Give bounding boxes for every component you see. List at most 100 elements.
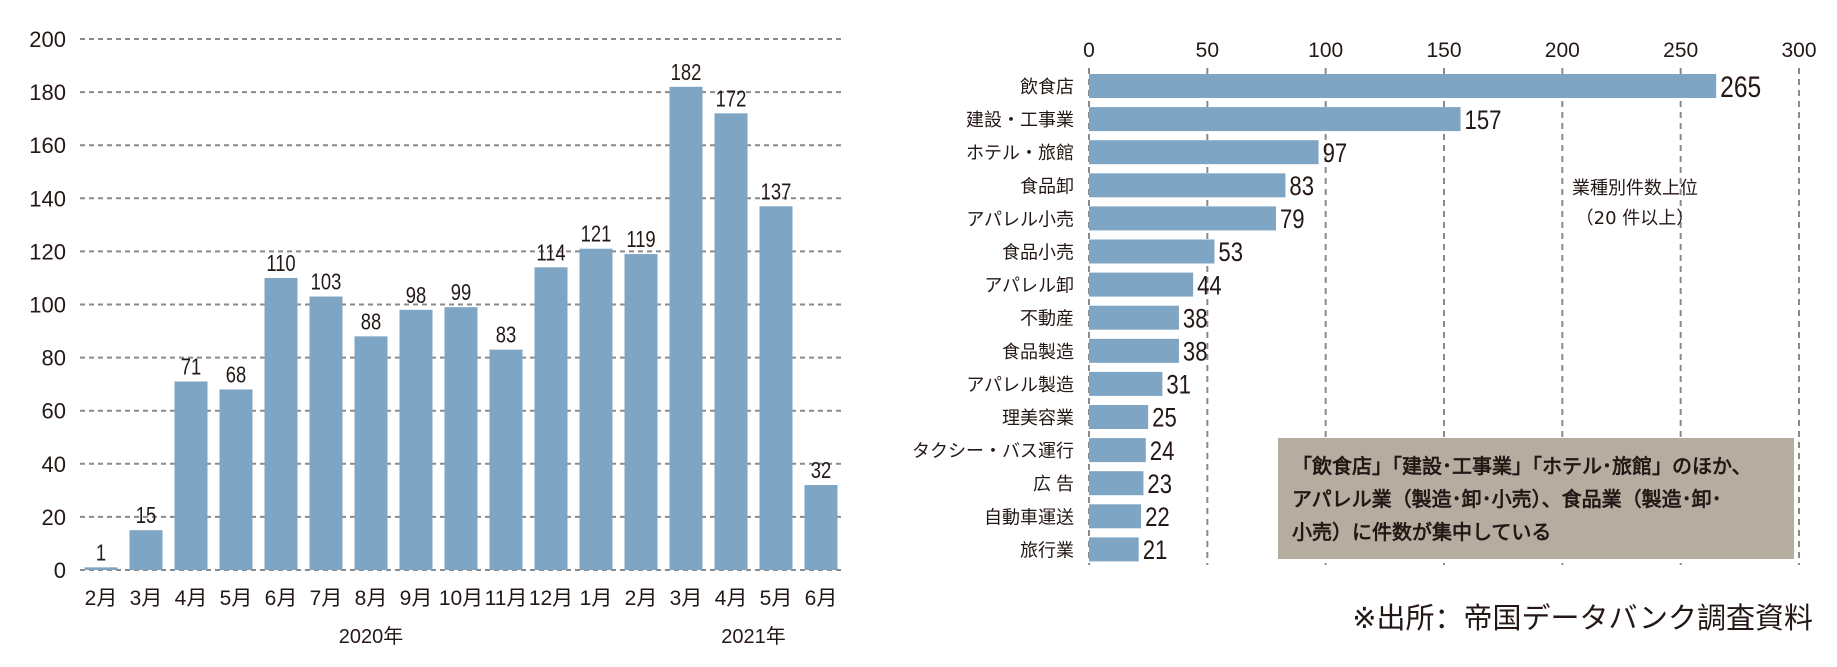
y-tick-label: 20 xyxy=(42,505,66,530)
bar xyxy=(489,349,523,570)
x-tick-label: 2月 xyxy=(85,587,118,610)
annotation-line: 「飲食店」「建設･工事業」「ホテル･旅館」のほか、 xyxy=(1292,454,1752,478)
bar xyxy=(84,567,118,570)
category-label: 食品卸 xyxy=(1020,176,1074,196)
x-tick-label: 100 xyxy=(1308,39,1343,62)
y-tick-label: 180 xyxy=(29,80,66,105)
x-tick-label: 10月 xyxy=(439,587,483,610)
x-tick-label: 300 xyxy=(1781,39,1816,62)
bar xyxy=(1089,239,1215,264)
x-tick-label: 150 xyxy=(1426,39,1461,62)
data-label: 22 xyxy=(1145,503,1170,533)
bar xyxy=(624,254,658,570)
category-label: アパレル製造 xyxy=(966,375,1074,395)
bar xyxy=(669,86,703,570)
data-label: 53 xyxy=(1218,238,1243,268)
bar xyxy=(1089,74,1717,98)
x-tick-label: 250 xyxy=(1663,39,1698,62)
x-tick-label: 4月 xyxy=(175,587,208,610)
y-tick-label: 60 xyxy=(42,399,66,424)
data-label: 99 xyxy=(451,280,471,305)
x-tick-label: 7月 xyxy=(310,587,343,610)
right-chart-title: 業種別件数上位 （20 件以上） xyxy=(1540,174,1730,234)
x-tick-label: 3月 xyxy=(130,587,163,610)
bar xyxy=(129,530,163,570)
x-tick-label: 6月 xyxy=(265,587,298,610)
category-label: アパレル小売 xyxy=(966,209,1074,229)
data-label: 38 xyxy=(1183,338,1208,368)
bar xyxy=(399,309,433,570)
bar xyxy=(1089,338,1179,363)
data-label: 1 xyxy=(96,540,106,565)
category-label: ホテル・旅館 xyxy=(966,143,1074,163)
category-label: 食品製造 xyxy=(1002,342,1074,362)
year-label: 2021年 xyxy=(721,625,786,648)
category-label: 建設・工事業 xyxy=(966,110,1074,130)
x-tick-label: 200 xyxy=(1545,39,1580,62)
bar xyxy=(1089,107,1461,132)
bar xyxy=(264,277,298,570)
category-label: 自動車運送 xyxy=(984,507,1074,527)
x-tick-label: 5月 xyxy=(760,587,793,610)
x-tick-label: 8月 xyxy=(355,587,388,610)
bar xyxy=(579,248,613,570)
data-label: 110 xyxy=(266,251,295,276)
y-tick-label: 80 xyxy=(42,346,66,371)
data-label: 119 xyxy=(626,227,655,252)
x-tick-label: 11月 xyxy=(485,587,528,610)
x-tick-label: 4月 xyxy=(715,587,748,610)
annotation-box: 「飲食店」「建設･工事業」「ホテル･旅館」のほか、 アパレル業（製造･卸･小売）… xyxy=(1278,438,1794,559)
bar xyxy=(174,381,208,570)
y-tick-label: 140 xyxy=(29,186,66,211)
x-tick-label: 6月 xyxy=(805,587,838,610)
y-tick-label: 160 xyxy=(29,133,66,158)
x-tick-label: 50 xyxy=(1196,39,1219,62)
data-label: 121 xyxy=(581,222,612,247)
bar xyxy=(1089,537,1139,562)
data-label: 68 xyxy=(226,363,246,388)
x-tick-label: 1月 xyxy=(580,587,613,610)
bar xyxy=(1089,140,1319,165)
y-tick-label: 100 xyxy=(29,293,66,318)
y-tick-label: 200 xyxy=(29,27,66,52)
data-label: 103 xyxy=(311,270,342,295)
data-label: 25 xyxy=(1152,404,1177,434)
annotation-line: アパレル業（製造･卸･小売）、食品業（製造･卸･ xyxy=(1292,487,1722,511)
data-label: 137 xyxy=(761,179,792,204)
x-tick-label: 5月 xyxy=(220,587,253,610)
category-label: 広 告 xyxy=(1033,474,1074,494)
data-label: 15 xyxy=(136,503,156,528)
data-label: 265 xyxy=(1720,69,1761,103)
data-label: 44 xyxy=(1197,271,1222,301)
data-label: 83 xyxy=(1289,172,1314,202)
category-label: 飲食店 xyxy=(1020,77,1074,97)
year-label: 2020年 xyxy=(339,625,404,648)
y-tick-label: 40 xyxy=(42,452,66,477)
x-tick-label: 9月 xyxy=(400,587,433,610)
category-label: 理美容業 xyxy=(1002,408,1074,428)
bar xyxy=(534,267,568,570)
bar xyxy=(354,336,388,570)
bar xyxy=(714,113,748,570)
bar xyxy=(1089,206,1276,231)
category-label: 旅行業 xyxy=(1020,540,1074,560)
data-label: 24 xyxy=(1150,437,1175,467)
data-label: 23 xyxy=(1147,470,1172,500)
x-tick-label: 3月 xyxy=(670,587,703,610)
bar xyxy=(1089,405,1149,429)
data-label: 32 xyxy=(811,458,831,483)
bar xyxy=(1089,272,1194,297)
y-tick-label: 0 xyxy=(54,558,66,583)
data-label: 98 xyxy=(406,283,426,308)
bar xyxy=(309,296,343,570)
x-tick-label: 12月 xyxy=(529,587,573,610)
data-label: 71 xyxy=(181,355,201,380)
data-label: 172 xyxy=(716,86,747,111)
bar xyxy=(1089,438,1146,463)
x-tick-label: 2月 xyxy=(625,587,658,610)
y-tick-label: 120 xyxy=(29,239,66,264)
category-label: アパレル卸 xyxy=(984,276,1074,296)
bar xyxy=(759,206,793,570)
bar xyxy=(1089,173,1286,198)
